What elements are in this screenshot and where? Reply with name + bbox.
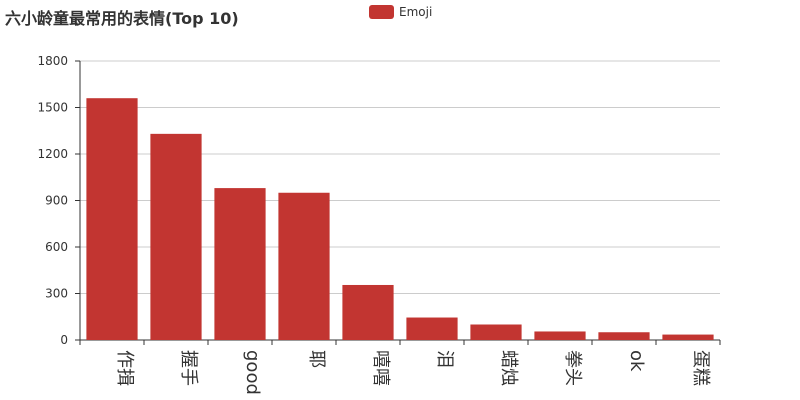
bar-good	[214, 188, 266, 340]
x-tick-label: 蛋糕	[690, 350, 711, 386]
bar-泪	[406, 317, 458, 340]
x-tick-label: 泪	[434, 350, 455, 368]
bar-嘻嘻	[342, 284, 394, 340]
x-tick-label: 耶	[306, 350, 327, 368]
x-tick-label: 拳头	[562, 350, 583, 386]
y-tick-label: 1500	[37, 101, 68, 115]
bar-耶	[278, 192, 330, 340]
legend[interactable]: Emoji	[369, 4, 432, 20]
bar-ok	[598, 332, 650, 340]
y-tick-label: 0	[60, 333, 68, 347]
x-tick-label: 握手	[178, 350, 199, 386]
y-tick-label: 1200	[37, 147, 68, 161]
bar-蛋糕	[662, 334, 714, 340]
x-tick-label: good	[242, 350, 263, 395]
y-tick-label: 300	[45, 287, 68, 301]
y-tick-label: 900	[45, 194, 68, 208]
bar-拳头	[534, 331, 586, 340]
legend-label[interactable]: Emoji	[399, 5, 433, 19]
chart-title: 六小龄童最常用的表情(Top 10)	[5, 9, 239, 28]
x-tick-label: 蜡烛	[498, 350, 519, 386]
x-tick-label: ok	[626, 350, 647, 372]
bar-握手	[150, 133, 202, 340]
x-tick-label: 嘻嘻	[370, 350, 391, 386]
x-tick-label: 作揖	[114, 350, 135, 386]
bar-蜡烛	[470, 324, 522, 340]
y-tick-label: 600	[45, 240, 68, 254]
bar-作揖	[86, 98, 138, 340]
legend-swatch[interactable]	[369, 5, 394, 19]
y-tick-label: 1800	[37, 54, 68, 68]
